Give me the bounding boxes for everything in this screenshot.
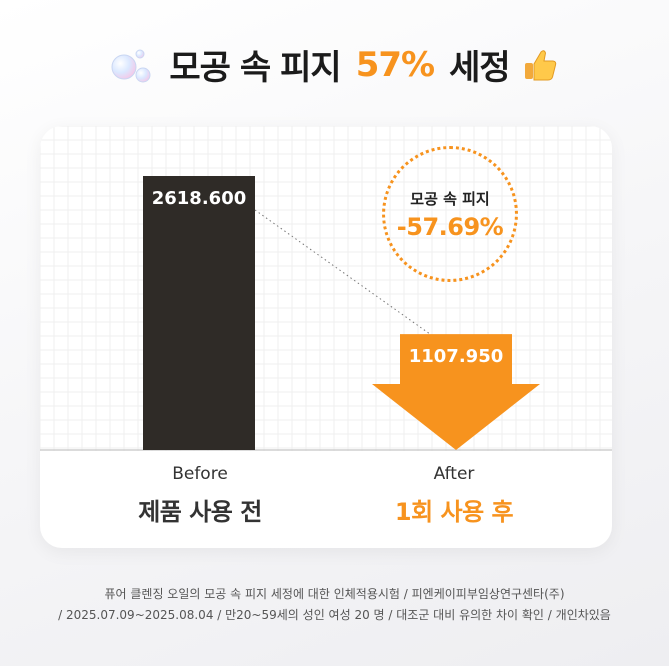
chart-card: 2618.600 1107.950 모공 속 피지 -57.69% Before … [40, 126, 612, 548]
headline-word-4: 세정 [449, 48, 511, 88]
bubbles-icon [111, 49, 151, 82]
headline: 모공 속 피지 57% 세정 [0, 40, 669, 89]
footnote-line-1: 퓨어 클렌징 오일의 모공 속 피지 세정에 대한 인체적용시험 / 피엔케이피… [104, 587, 565, 601]
category-subtitle-before: 제품 사용 전 [138, 498, 262, 526]
bar-before [143, 176, 255, 450]
headline-word-2: 속 [239, 48, 271, 88]
badge-title: 모공 속 피지 [410, 189, 490, 208]
headline-percent: 57% [355, 44, 435, 85]
badge-value: -57.69% [396, 212, 504, 241]
thumbs-up-icon [524, 49, 556, 80]
bar-after-arrow [372, 334, 540, 450]
category-subtitle-after: 1회 사용 후 [394, 498, 514, 526]
footnote-line-2: / 2025.07.09~2025.08.04 / 만20~59세의 성인 여성… [58, 608, 611, 622]
bar-chart: 2618.600 1107.950 [40, 126, 612, 451]
reduction-badge: 모공 속 피지 -57.69% [382, 146, 518, 282]
data-label-before: 2618.600 [152, 188, 247, 209]
category-label-after: After [433, 464, 475, 484]
headline-word-1: 모공 [169, 48, 231, 88]
data-label-after: 1107.950 [409, 346, 504, 367]
category-label-before: Before [172, 464, 228, 484]
headline-word-3: 피지 [280, 48, 342, 88]
